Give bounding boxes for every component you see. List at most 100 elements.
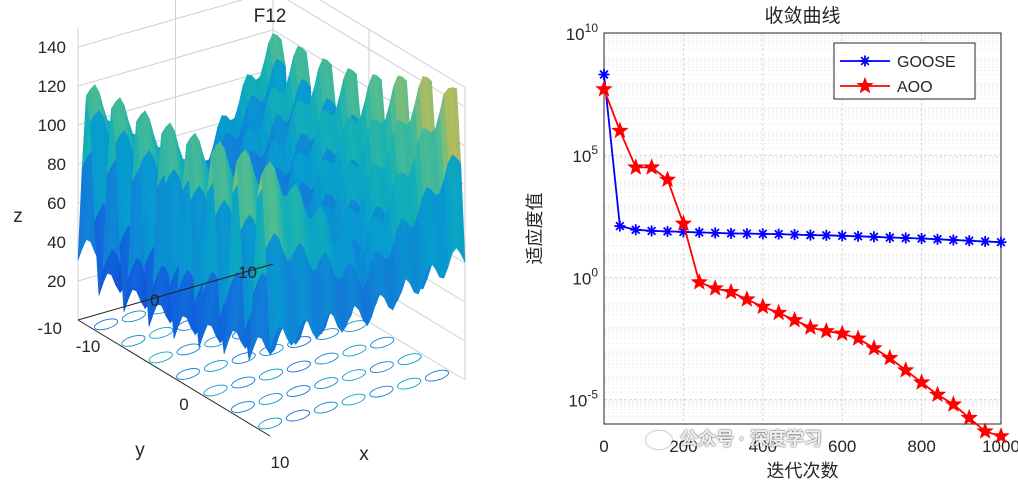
data-point: [662, 225, 674, 237]
contour-line: [149, 327, 174, 339]
contour-line: [313, 401, 338, 414]
data-point: [757, 228, 769, 240]
data-point: [785, 310, 804, 328]
x-axis-line: [77, 319, 271, 437]
data-point: [928, 385, 947, 403]
data-point: [738, 290, 756, 307]
convergence-y-label: 适应度值: [525, 193, 545, 265]
data-point: [658, 170, 677, 188]
data-point: [611, 121, 629, 139]
data-point: [944, 395, 963, 412]
contour-line: [397, 353, 422, 366]
contour-line: [369, 361, 394, 373]
data-point: [598, 69, 610, 81]
data-point: [770, 303, 788, 321]
data-point: [773, 228, 785, 240]
contour-line: [286, 385, 311, 397]
contour-line: [176, 343, 201, 356]
contour-line: [424, 369, 449, 382]
contour-line: [259, 368, 284, 381]
contour-line: [258, 393, 283, 405]
convergence-x-label: 迭代次数: [767, 461, 839, 481]
y-tick-label: 10: [238, 263, 257, 282]
series-goose: [598, 69, 1007, 248]
data-point: [690, 273, 708, 290]
data-point: [884, 232, 896, 244]
data-point: [947, 234, 959, 246]
contour-line: [286, 360, 311, 373]
z-axis-label: z: [13, 206, 23, 227]
data-point: [706, 279, 724, 296]
contour-line: [203, 384, 228, 397]
legend-marker: [856, 76, 874, 94]
axes-box: [603, 32, 1002, 425]
data-point: [849, 329, 867, 346]
data-point: [725, 227, 737, 239]
contour-line: [94, 318, 119, 331]
y-axis-line: [77, 263, 274, 321]
data-point: [960, 408, 978, 426]
y-tick-label: 10-5: [568, 388, 598, 411]
data-point: [820, 229, 832, 241]
data-point: [976, 422, 994, 439]
contour-line: [314, 352, 339, 365]
data-point: [881, 348, 899, 366]
contour-line: [397, 377, 422, 390]
data-point: [995, 236, 1007, 248]
surface-plot-panel: 20 40 60 80 100 120 140 -10 0 10 10 0 -10 F12 z y x: [0, 0, 510, 483]
data-point: [992, 427, 1010, 444]
data-point: [817, 321, 835, 339]
data-point: [912, 373, 931, 390]
contour-line: [121, 310, 146, 323]
x-tick-label: 1000: [982, 437, 1018, 456]
data-point: [833, 324, 851, 342]
data-point: [865, 339, 883, 356]
z-tick-label: 120: [38, 77, 66, 96]
z-tick-label: 80: [47, 155, 66, 174]
data-point: [801, 318, 820, 335]
y-tick-label: 105: [572, 143, 598, 166]
data-point: [852, 230, 864, 242]
z-tick-label: 140: [38, 38, 66, 57]
data-point: [916, 233, 928, 245]
y-tick-label: 1010: [566, 21, 599, 44]
data-point: [931, 233, 943, 245]
contour-line: [342, 344, 367, 357]
data-point: [741, 228, 753, 240]
data-point: [614, 220, 626, 232]
data-point: [627, 158, 645, 175]
z-tick-label: 100: [38, 116, 66, 135]
contour-line: [341, 393, 366, 406]
data-point: [630, 224, 642, 236]
x-tick-label: 800: [907, 437, 935, 456]
contour-line: [148, 351, 173, 364]
z-tick-label: 20: [47, 272, 66, 291]
data-point: [868, 231, 880, 243]
x-tick-label: 600: [828, 437, 856, 456]
data-point: [642, 158, 661, 175]
data-point: [789, 229, 801, 241]
legend-marker: [859, 55, 871, 67]
data-point: [754, 297, 772, 315]
contour-line: [176, 368, 201, 380]
surface-title: F12: [254, 6, 287, 27]
x-tick-label: -10: [76, 337, 101, 356]
legend-label-goose: GOOSE: [897, 54, 956, 71]
data-point: [722, 282, 740, 300]
x-tick-label: 0: [179, 395, 188, 414]
contour-line: [314, 377, 339, 389]
watermark: 公众号 · 深度学习: [646, 425, 822, 451]
x-axis-label: x: [359, 444, 369, 465]
contour-line: [370, 336, 395, 349]
x-tick-label: 10: [271, 453, 290, 472]
wechat-icon: [646, 431, 672, 450]
legend-box: [833, 42, 976, 100]
data-point: [897, 361, 915, 378]
x-tick-label: 400: [749, 437, 777, 456]
z-tick-label: 40: [47, 233, 66, 252]
data-point: [646, 225, 658, 237]
contour-line: [230, 401, 255, 413]
y-tick-label: 100: [572, 265, 598, 288]
y-tick-label: 0: [150, 291, 159, 310]
